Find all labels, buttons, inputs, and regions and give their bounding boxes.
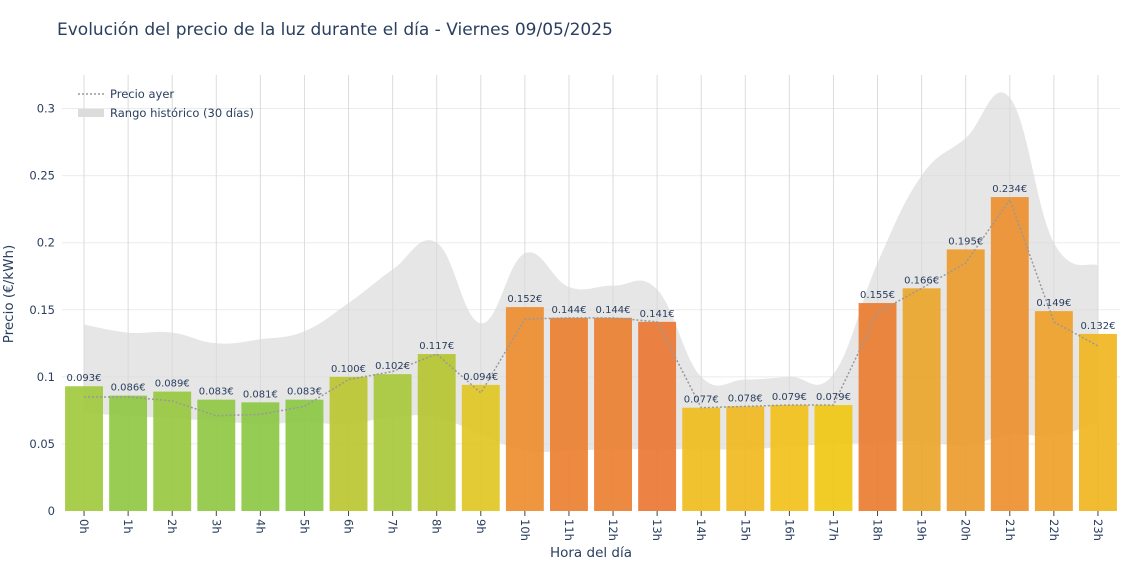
price-bar-11h: [550, 317, 588, 511]
bar-value-label: 0.155€: [860, 290, 895, 301]
bar-value-label: 0.083€: [199, 387, 234, 398]
bar-value-label: 0.094€: [463, 372, 498, 383]
x-tick-label: 15h: [738, 519, 752, 541]
bar-value-label: 0.077€: [684, 395, 719, 406]
x-tick-label: 4h: [253, 519, 267, 534]
y-tick-label: 0.15: [29, 303, 55, 317]
bar-value-label: 0.149€: [1036, 298, 1071, 309]
x-tick-label: 0h: [77, 519, 91, 534]
legend-history-swatch: [78, 109, 104, 117]
price-bar-9h: [461, 384, 500, 511]
price-bar-23h: [1079, 333, 1117, 511]
price-bar-14h: [682, 407, 721, 511]
bar-value-label: 0.079€: [772, 392, 807, 403]
y-tick-label: 0.1: [37, 370, 55, 384]
x-tick-label: 20h: [959, 519, 973, 541]
history-band-layer: [84, 92, 1098, 453]
x-tick-label: 3h: [209, 519, 223, 534]
price-bar-12h: [594, 317, 632, 511]
bars-layer: [65, 197, 1117, 511]
x-tick-label: 12h: [606, 519, 620, 541]
price-bar-10h: [505, 307, 544, 511]
x-tick-label: 22h: [1047, 519, 1061, 541]
bar-value-label: 0.102€: [375, 361, 410, 372]
x-axis-title: Hora del día: [550, 545, 632, 561]
price-bar-5h: [285, 399, 324, 511]
price-bar-3h: [197, 399, 236, 511]
bar-value-label: 0.152€: [507, 294, 542, 305]
price-bar-2h: [153, 391, 192, 511]
x-tick-label: 16h: [782, 519, 796, 541]
bar-value-label: 0.083€: [287, 387, 322, 398]
x-tick-label: 8h: [430, 519, 444, 534]
legend-yesterday-label: Precio ayer: [110, 87, 174, 101]
bar-value-label: 0.086€: [111, 383, 146, 394]
axes-layer: 0 0.05 0.1 0.15 0.2 0.25 0.3 0h 1h 2h 3h 4h 5h 6h 7h 8h…: [29, 102, 1105, 541]
x-tick-label: 18h: [871, 519, 885, 541]
price-bar-22h: [1034, 311, 1073, 511]
price-bar-4h: [241, 402, 280, 511]
x-tick-label: 11h: [562, 519, 576, 541]
y-tick-label: 0: [48, 504, 55, 518]
price-bar-19h: [902, 288, 941, 511]
x-tick-label: 17h: [826, 519, 840, 541]
x-tick-label: 14h: [694, 519, 708, 541]
bar-value-label: 0.144€: [551, 305, 586, 316]
x-tick-label: 13h: [650, 519, 664, 541]
bar-value-label: 0.081€: [243, 389, 278, 400]
legend[interactable]: Precio ayer Rango histórico (30 días): [78, 87, 254, 120]
bar-labels-layer: 0.093€ 0.086€ 0.089€ 0.083€ 0.081€ 0.083€ 0.10…: [67, 184, 1116, 406]
bar-value-label: 0.144€: [596, 305, 631, 316]
bar-value-label: 0.093€: [67, 373, 102, 384]
bar-value-label: 0.132€: [1080, 321, 1115, 332]
bar-value-label: 0.100€: [331, 364, 366, 375]
y-tick-label: 0.3: [37, 102, 55, 116]
price-bar-21h: [990, 197, 1029, 511]
price-bar-15h: [726, 406, 765, 511]
x-tick-label: 10h: [518, 519, 532, 541]
price-bar-6h: [329, 376, 368, 511]
bar-value-label: 0.079€: [816, 392, 851, 403]
bar-value-label: 0.089€: [155, 379, 190, 390]
bar-value-label: 0.117€: [419, 341, 454, 352]
price-bar-20h: [946, 249, 985, 511]
bar-value-label: 0.078€: [728, 393, 763, 404]
x-tick-label: 5h: [297, 519, 311, 534]
y-tick-label: 0.2: [37, 236, 55, 250]
price-bar-18h: [858, 303, 897, 511]
y-tick-label: 0.25: [29, 169, 55, 183]
x-tick-label: 9h: [474, 519, 488, 534]
y-axis-title: Precio (€/kWh): [1, 245, 17, 344]
bar-value-label: 0.141€: [640, 309, 675, 320]
y-tick-label: 0.05: [29, 437, 55, 451]
chart-title: Evolución del precio de la luz durante e…: [57, 20, 613, 40]
x-tick-label: 1h: [121, 519, 135, 534]
price-bar-8h: [417, 354, 456, 511]
x-tick-label: 23h: [1091, 519, 1105, 541]
price-bar-1h: [109, 395, 148, 511]
x-tick-label: 2h: [165, 519, 179, 534]
x-tick-label: 6h: [342, 519, 356, 534]
legend-history-label: Rango histórico (30 días): [110, 106, 254, 120]
x-tick-label: 19h: [915, 519, 929, 541]
bar-value-label: 0.195€: [948, 236, 983, 247]
price-bar-7h: [373, 374, 412, 511]
price-bar-17h: [814, 405, 853, 511]
bar-value-label: 0.166€: [904, 275, 939, 286]
price-bar-0h: [65, 386, 103, 511]
bar-value-label: 0.234€: [992, 184, 1027, 195]
x-tick-label: 7h: [386, 519, 400, 534]
price-bar-16h: [770, 405, 809, 511]
x-tick-label: 21h: [1003, 519, 1017, 541]
history-range-band: [84, 92, 1098, 453]
price-bar-13h: [638, 321, 677, 511]
